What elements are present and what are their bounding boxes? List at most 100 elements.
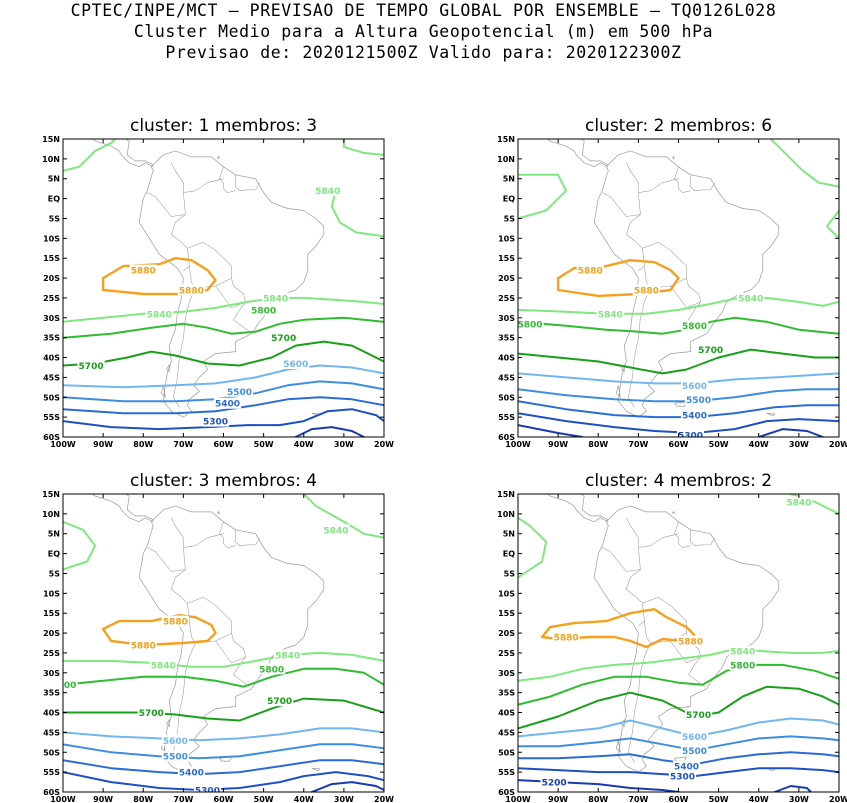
lat-tick-label: 50S xyxy=(498,393,515,402)
lon-tick-label: 30W xyxy=(789,795,809,803)
lat-tick-label: 10S xyxy=(43,589,60,598)
contour-label: 5840 xyxy=(323,526,348,536)
contour-5880 xyxy=(556,259,680,298)
cluster-panel-2: cluster: 2 membros: 6 5880 5880 5840 5840 580… xyxy=(497,116,847,449)
lon-tick-label: 90W xyxy=(548,440,568,449)
lat-tick-label: 60S xyxy=(43,433,60,442)
lat-tick-label: 55S xyxy=(43,413,60,422)
contour-label-backdrop xyxy=(632,284,660,296)
contour-5400 xyxy=(518,400,839,419)
island-coastline xyxy=(672,156,675,159)
contour-label: 5400 xyxy=(215,400,240,410)
cluster-panel-1: cluster: 1 membros: 3 5880 5880 5840 5840 584… xyxy=(42,116,444,449)
lat-tick-label: 55S xyxy=(498,413,515,422)
lat-tick-label: 45S xyxy=(498,373,515,382)
contour-5500 xyxy=(518,735,839,752)
contour-label: 5300 xyxy=(678,432,703,442)
contour-label: 5800 xyxy=(682,322,707,332)
contour-5840-part-2 xyxy=(63,520,97,571)
contour-5880 xyxy=(101,257,217,296)
lat-tick-label: 15N xyxy=(497,490,515,499)
panel-title: cluster: 3 membros: 4 xyxy=(130,471,317,491)
island-coastline xyxy=(160,384,166,398)
coastline-africa xyxy=(396,494,444,535)
contour-label-backdrop xyxy=(161,615,189,627)
contour-5300 xyxy=(63,771,384,791)
lon-tick-label: 70W xyxy=(173,440,193,449)
contour-label-backdrop xyxy=(518,318,544,330)
country-border xyxy=(602,192,641,217)
contour-label-backdrop xyxy=(258,663,286,675)
lon-tick-label: 100W xyxy=(505,440,531,449)
contour-label: 5500 xyxy=(682,747,707,757)
contour-5840-part-3 xyxy=(769,139,839,188)
lat-tick-label: EQ xyxy=(48,195,60,204)
lat-tick-label: 20S xyxy=(43,274,60,283)
contour-label-backdrop xyxy=(668,770,697,782)
contour-label: 5840 xyxy=(275,651,300,661)
contour-label-backdrop xyxy=(680,409,709,421)
contour-label-backdrop xyxy=(177,284,205,296)
coastline-central-america-pacific xyxy=(546,494,609,523)
country-border xyxy=(628,287,651,408)
lat-tick-label: 30S xyxy=(43,314,60,323)
country-border xyxy=(688,656,705,687)
lat-tick-label: 30S xyxy=(43,669,60,678)
lat-tick-label: 45S xyxy=(43,373,60,382)
contour-5840 xyxy=(518,296,839,315)
lon-tick-label: 60W xyxy=(669,440,689,449)
contour-5700 xyxy=(518,348,839,375)
contour-5840-part-3 xyxy=(302,494,384,539)
coastline-south-america xyxy=(138,150,325,418)
contour-label: 5600 xyxy=(163,737,188,747)
contour-5200-part-2 xyxy=(773,785,812,792)
country-border xyxy=(626,569,645,627)
contour-5600 xyxy=(63,364,384,389)
lat-tick-label: 20S xyxy=(43,629,60,638)
lon-tick-label: 70W xyxy=(628,795,648,803)
country-border xyxy=(690,529,715,546)
lat-tick-label: 25S xyxy=(43,294,60,303)
contour-5700 xyxy=(518,685,839,730)
lon-tick-label: 20W xyxy=(829,795,847,803)
lon-tick-label: 60W xyxy=(214,795,234,803)
country-border xyxy=(233,301,250,332)
lat-tick-label: 35S xyxy=(498,334,515,343)
coastline-central-america-caribbean xyxy=(125,139,154,166)
contour-5700 xyxy=(63,340,384,367)
contour-label-backdrop xyxy=(684,393,713,405)
lon-tick-label: 90W xyxy=(93,440,113,449)
contour-label-backdrop xyxy=(225,385,254,397)
lat-tick-label: 10N xyxy=(497,155,515,164)
contour-label: 5600 xyxy=(682,733,707,743)
coastline-africa xyxy=(396,139,444,180)
island-coastline xyxy=(166,364,170,372)
contour-label: 5400 xyxy=(674,763,699,773)
lat-tick-label: 50S xyxy=(498,748,515,757)
contour-5800 xyxy=(518,663,839,706)
lat-tick-label: 10S xyxy=(498,234,515,243)
contour-label: 5880 xyxy=(578,267,603,277)
lat-tick-label: 5S xyxy=(49,569,61,578)
contour-label: 5600 xyxy=(283,360,308,370)
contour-label: 5300 xyxy=(195,787,220,797)
lon-tick-label: 50W xyxy=(254,440,274,449)
lat-tick-label: 40S xyxy=(498,709,515,718)
lat-tick-label: 15N xyxy=(42,135,60,144)
contour-label: 5700 xyxy=(686,711,711,721)
contour-label: 5600 xyxy=(682,382,707,392)
lon-tick-label: 70W xyxy=(628,440,648,449)
panel-title: cluster: 2 membros: 6 xyxy=(585,116,772,136)
contour-label-backdrop xyxy=(161,750,189,762)
lat-tick-label: 15S xyxy=(43,254,60,263)
country-border xyxy=(147,547,186,572)
coastline-south-america xyxy=(593,150,780,418)
coastline-central-america-caribbean xyxy=(125,494,154,521)
contour-label: 5700 xyxy=(698,346,723,356)
country-border xyxy=(215,278,246,309)
lon-tick-label: 100W xyxy=(505,795,531,803)
header-line-2: Cluster Medio para a Altura Geopotencial… xyxy=(133,22,714,41)
island-coastline xyxy=(311,767,321,772)
lon-tick-label: 80W xyxy=(588,795,608,803)
lat-tick-label: EQ xyxy=(48,550,60,559)
